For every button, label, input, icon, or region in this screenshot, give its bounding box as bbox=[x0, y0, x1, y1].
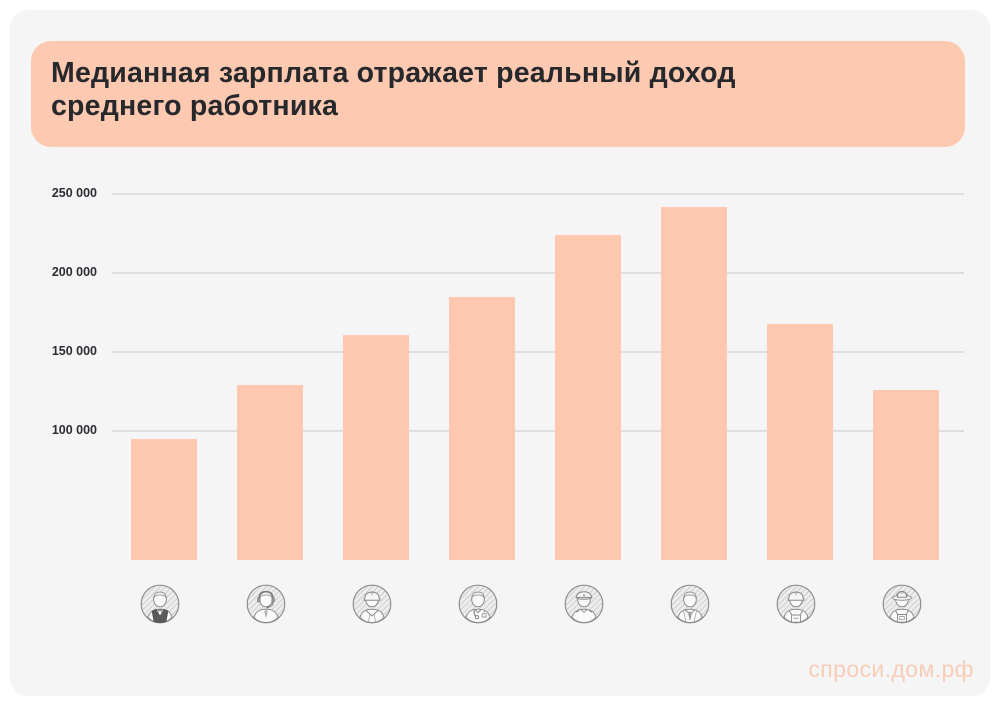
doctor-icon bbox=[458, 584, 498, 624]
call-center-operator-icon bbox=[246, 584, 286, 624]
engineer-hardhat-icon bbox=[352, 584, 392, 624]
page-title-line-2: среднего работника bbox=[51, 90, 339, 122]
bar-call-center-operator bbox=[236, 385, 303, 560]
gridline bbox=[112, 351, 964, 353]
bar-businessman bbox=[661, 206, 728, 560]
page-title-line-1: Медианная зарплата отражает реальный дох… bbox=[51, 57, 736, 89]
y-axis-tick-label: 250 000 bbox=[51, 186, 97, 200]
y-axis-tick-label: 100 000 bbox=[51, 423, 97, 437]
builder-icon bbox=[776, 584, 816, 624]
bar-waiter bbox=[130, 438, 197, 560]
bar-builder bbox=[767, 323, 834, 560]
infographic-card: Медианная зарплата отражает реальный дох… bbox=[10, 10, 990, 696]
y-axis-tick-label: 150 000 bbox=[51, 344, 97, 358]
y-axis-tick-label: 200 000 bbox=[51, 265, 97, 279]
title-box: Медианная зарплата отражает реальный дох… bbox=[31, 41, 965, 147]
pilot-icon bbox=[564, 584, 604, 624]
bar-farmer bbox=[873, 389, 940, 560]
bar-engineer-hardhat bbox=[343, 334, 410, 560]
gridline bbox=[112, 193, 964, 195]
waiter-icon bbox=[140, 584, 180, 624]
gridline bbox=[112, 430, 964, 432]
farmer-icon bbox=[882, 584, 922, 624]
businessman-icon bbox=[670, 584, 710, 624]
bar-doctor bbox=[449, 296, 516, 560]
watermark: спроси.дом.рф bbox=[808, 656, 974, 682]
bar-pilot bbox=[555, 235, 622, 560]
gridline bbox=[112, 272, 964, 274]
